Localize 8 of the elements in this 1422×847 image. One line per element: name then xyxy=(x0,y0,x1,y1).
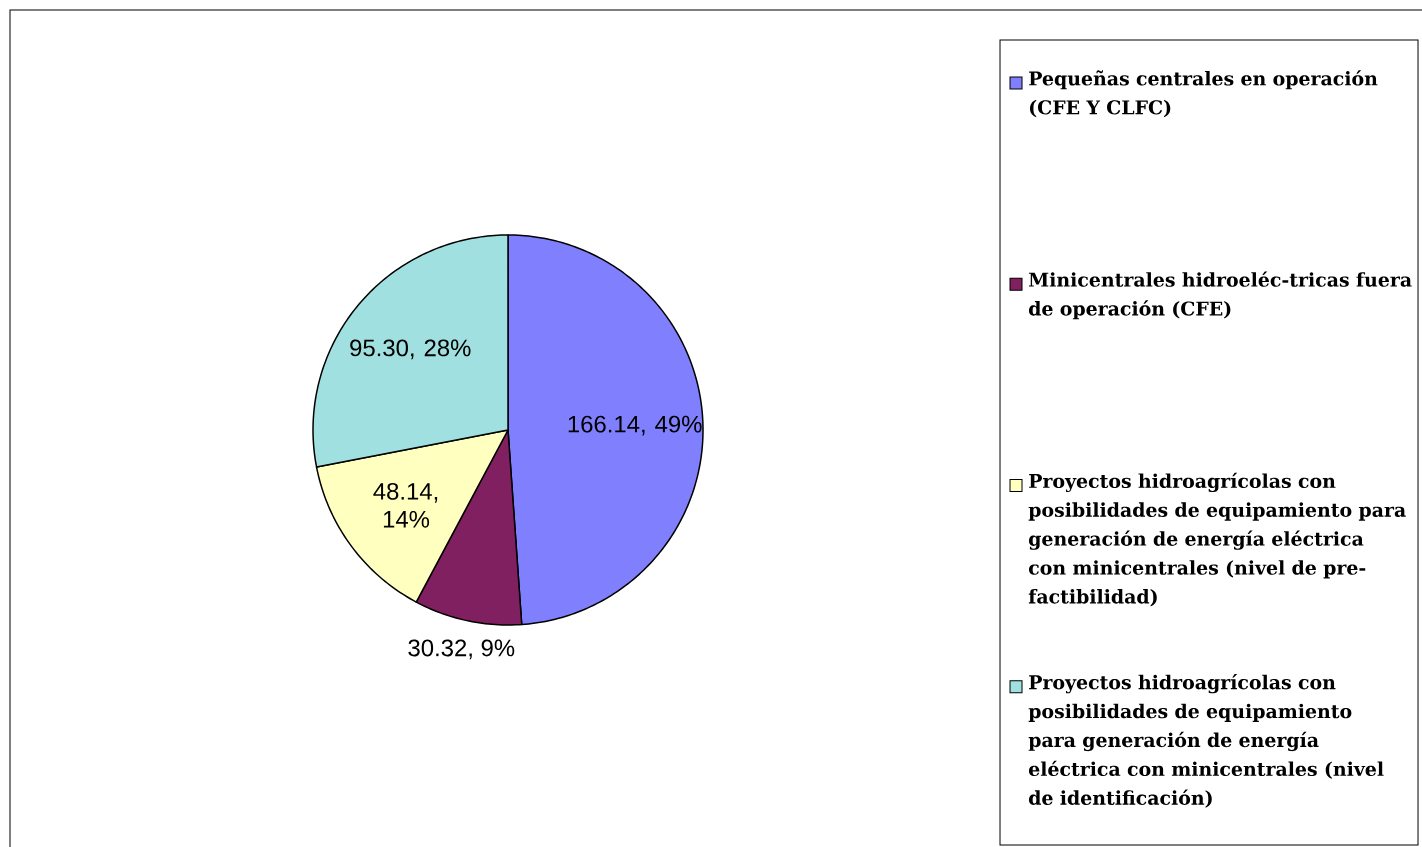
data-label: 48.14, 14% xyxy=(373,482,438,528)
legend-label: Minicentrales hidroeléc-tricas fuera de operación (CFE) xyxy=(1029,271,1412,320)
legend-label: Proyectos hidroagrícolas con posibilidades de equipamiento para generación de energía eléctrica con minicentrales (nivel de identificación) xyxy=(1028,674,1384,808)
data-label: 30.32, 9% xyxy=(408,639,515,660)
data-label: 166.14, 49% xyxy=(568,415,702,436)
legend-label: Proyectos hidroagrícolas con posibilidades de equipamiento para generación de energía eléctrica con minicentrales (nivel de pre-factibilidad) xyxy=(1028,472,1406,607)
data-label: 95.30, 28% xyxy=(350,339,471,360)
legend-label: Pequeñas centrales en operación (CFE Y CLFC) xyxy=(1029,70,1378,118)
